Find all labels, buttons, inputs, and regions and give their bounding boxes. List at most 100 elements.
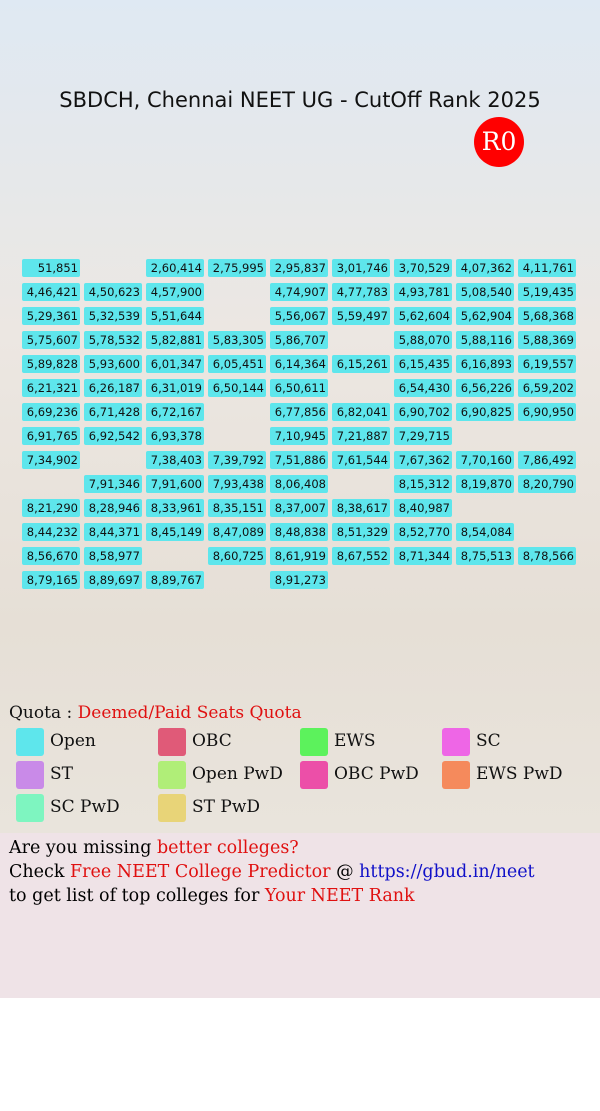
rank-cell: 8,71,344 bbox=[394, 547, 452, 565]
rank-cell: 6,56,226 bbox=[456, 379, 514, 397]
rank-cell: 7,70,160 bbox=[456, 451, 514, 469]
legend-swatch bbox=[16, 728, 44, 756]
rank-cell: 8,33,961 bbox=[146, 499, 204, 517]
rank-cell: 5,51,644 bbox=[146, 307, 204, 325]
legend-swatch bbox=[158, 761, 186, 789]
rank-cell: 8,48,838 bbox=[270, 523, 328, 541]
legend-swatch bbox=[442, 761, 470, 789]
legend-label: EWS PwD bbox=[476, 764, 563, 784]
rank-cell: 5,75,607 bbox=[22, 331, 80, 349]
rank-cell: 8,28,946 bbox=[84, 499, 142, 517]
rank-cell: 6,90,825 bbox=[456, 403, 514, 421]
footer-line: to get list of top colleges for Your NEE… bbox=[9, 886, 415, 906]
rank-cell: 7,38,403 bbox=[146, 451, 204, 469]
quota-line: Quota : Deemed/Paid Seats Quota bbox=[9, 703, 302, 723]
rank-cell: 6,77,856 bbox=[270, 403, 328, 421]
quota-name: Deemed/Paid Seats Quota bbox=[77, 703, 302, 723]
rank-cell: 5,88,070 bbox=[394, 331, 452, 349]
footer-text: better colleges? bbox=[156, 838, 299, 858]
legend-swatch bbox=[442, 728, 470, 756]
rank-cell: 5,68,368 bbox=[518, 307, 576, 325]
legend-label: ST bbox=[50, 764, 73, 784]
rank-cell: 8,06,408 bbox=[270, 475, 328, 493]
rank-cell: 8,51,329 bbox=[332, 523, 390, 541]
rank-cell: 8,89,697 bbox=[84, 571, 142, 589]
footer-text: @ bbox=[330, 862, 360, 882]
rank-cell: 6,82,041 bbox=[332, 403, 390, 421]
rank-cell: 7,91,600 bbox=[146, 475, 204, 493]
rank-cell: 8,78,566 bbox=[518, 547, 576, 565]
rank-cell: 6,14,364 bbox=[270, 355, 328, 373]
rank-cell: 6,19,557 bbox=[518, 355, 576, 373]
footer-text: Your NEET Rank bbox=[264, 886, 415, 906]
legend-label: SC PwD bbox=[50, 797, 120, 817]
rank-cell: 8,67,552 bbox=[332, 547, 390, 565]
footer-text: Check bbox=[9, 862, 70, 882]
legend-label: OBC PwD bbox=[334, 764, 419, 784]
footer-text: Are you missing bbox=[9, 838, 157, 858]
legend-swatch bbox=[300, 728, 328, 756]
rank-cell: 6,16,893 bbox=[456, 355, 514, 373]
rank-cell: 6,15,435 bbox=[394, 355, 452, 373]
rank-cell: 4,50,623 bbox=[84, 283, 142, 301]
rank-cell: 4,46,421 bbox=[22, 283, 80, 301]
rank-cell: 8,52,770 bbox=[394, 523, 452, 541]
rank-cell: 4,07,362 bbox=[456, 259, 514, 277]
rank-cell: 5,62,604 bbox=[394, 307, 452, 325]
rank-cell: 7,21,887 bbox=[332, 427, 390, 445]
footer-text: to get list of top colleges for bbox=[9, 886, 265, 906]
rank-cell: 7,51,886 bbox=[270, 451, 328, 469]
rank-cell: 8,35,151 bbox=[208, 499, 266, 517]
legend-label: ST PwD bbox=[192, 797, 261, 817]
title: SBDCH, Chennai NEET UG - CutOff Rank 202… bbox=[59, 88, 541, 112]
rank-cell: 8,91,273 bbox=[270, 571, 328, 589]
rank-cell: 2,60,414 bbox=[146, 259, 204, 277]
rank-cell: 5,83,305 bbox=[208, 331, 266, 349]
round-badge: R0 bbox=[474, 117, 524, 167]
rank-cell: 6,31,019 bbox=[146, 379, 204, 397]
rank-cell: 8,44,232 bbox=[22, 523, 80, 541]
rank-cell: 8,47,089 bbox=[208, 523, 266, 541]
rank-cell: 6,01,347 bbox=[146, 355, 204, 373]
rank-cell: 8,58,977 bbox=[84, 547, 142, 565]
rank-cell: 2,75,995 bbox=[208, 259, 266, 277]
rank-cell: 8,44,371 bbox=[84, 523, 142, 541]
rank-cell: 5,82,881 bbox=[146, 331, 204, 349]
rank-cell: 4,57,900 bbox=[146, 283, 204, 301]
legend-swatch bbox=[16, 794, 44, 822]
footer-text: Free NEET College Predictor bbox=[70, 862, 331, 882]
rank-cell: 8,56,670 bbox=[22, 547, 80, 565]
footer-panel bbox=[0, 833, 600, 998]
rank-cell: 7,34,902 bbox=[22, 451, 80, 469]
rank-cell: 2,95,837 bbox=[270, 259, 328, 277]
rank-cell: 6,26,187 bbox=[84, 379, 142, 397]
rank-cell: 6,59,202 bbox=[518, 379, 576, 397]
rank-cell: 4,93,781 bbox=[394, 283, 452, 301]
footer-text[interactable]: https://gbud.in/neet bbox=[359, 862, 535, 882]
legend-swatch bbox=[16, 761, 44, 789]
footer-line: Are you missing better colleges? bbox=[9, 838, 299, 858]
rank-cell: 8,37,007 bbox=[270, 499, 328, 517]
rank-cell: 6,93,378 bbox=[146, 427, 204, 445]
rank-cell: 6,54,430 bbox=[394, 379, 452, 397]
rank-cell: 8,79,165 bbox=[22, 571, 80, 589]
footer-line: Check Free NEET College Predictor @ http… bbox=[9, 862, 535, 882]
rank-cell: 5,78,532 bbox=[84, 331, 142, 349]
rank-cell: 8,45,149 bbox=[146, 523, 204, 541]
rank-cell: 5,88,369 bbox=[518, 331, 576, 349]
rank-cell: 7,61,544 bbox=[332, 451, 390, 469]
rank-cell: 6,72,167 bbox=[146, 403, 204, 421]
legend-label: Open PwD bbox=[192, 764, 283, 784]
rank-cell: 4,77,783 bbox=[332, 283, 390, 301]
rank-cell: 4,11,761 bbox=[518, 259, 576, 277]
rank-cell: 6,21,321 bbox=[22, 379, 80, 397]
rank-cell: 5,93,600 bbox=[84, 355, 142, 373]
rank-cell: 7,91,346 bbox=[84, 475, 142, 493]
rank-cell: 6,69,236 bbox=[22, 403, 80, 421]
rank-cell: 4,74,907 bbox=[270, 283, 328, 301]
rank-cell: 7,86,492 bbox=[518, 451, 576, 469]
rank-cell: 8,89,767 bbox=[146, 571, 204, 589]
rank-cell: 8,15,312 bbox=[394, 475, 452, 493]
rank-cell: 6,90,950 bbox=[518, 403, 576, 421]
